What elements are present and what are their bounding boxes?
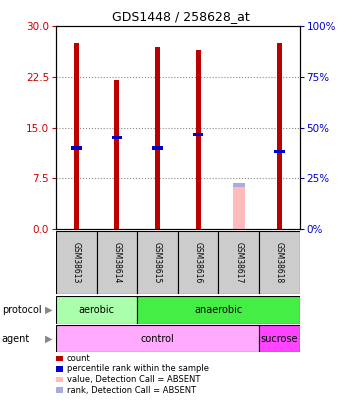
Text: protocol: protocol [2,305,42,315]
Text: GSM38615: GSM38615 [153,241,162,283]
Bar [114,80,119,229]
Text: sucrose: sucrose [261,334,298,343]
Text: GSM38616: GSM38616 [193,241,203,283]
Text: count: count [66,354,90,363]
Bar [232,183,245,187]
Bar [178,231,218,294]
Text: rank, Detection Call = ABSENT: rank, Detection Call = ABSENT [66,386,196,394]
Text: GSM38613: GSM38613 [72,241,81,283]
Bar [56,231,97,294]
Bar [137,296,300,324]
Text: aerobic: aerobic [79,305,114,315]
Bar [152,146,163,149]
Bar [232,186,245,229]
Bar [155,47,160,229]
Text: GSM38617: GSM38617 [234,241,243,283]
Bar [218,231,259,294]
Bar [259,325,300,352]
Text: GDS1448 / 258628_at: GDS1448 / 258628_at [112,10,249,23]
Bar [193,133,204,136]
Bar [56,296,137,324]
Bar [277,43,282,229]
Text: control: control [141,334,174,343]
Text: ▶: ▶ [45,305,52,315]
Text: GSM38618: GSM38618 [275,242,284,283]
Text: value, Detection Call = ABSENT: value, Detection Call = ABSENT [66,375,200,384]
Text: agent: agent [2,334,30,343]
Text: anaerobic: anaerobic [194,305,243,315]
Bar [71,146,82,149]
Bar [97,231,137,294]
Bar [112,136,122,139]
Text: percentile rank within the sample: percentile rank within the sample [66,364,209,373]
Bar [196,50,201,229]
Bar [137,231,178,294]
Text: ▶: ▶ [45,334,52,343]
Bar [259,231,300,294]
Text: GSM38614: GSM38614 [112,241,121,283]
Bar [74,43,79,229]
Bar [274,149,285,153]
Bar [56,325,259,352]
